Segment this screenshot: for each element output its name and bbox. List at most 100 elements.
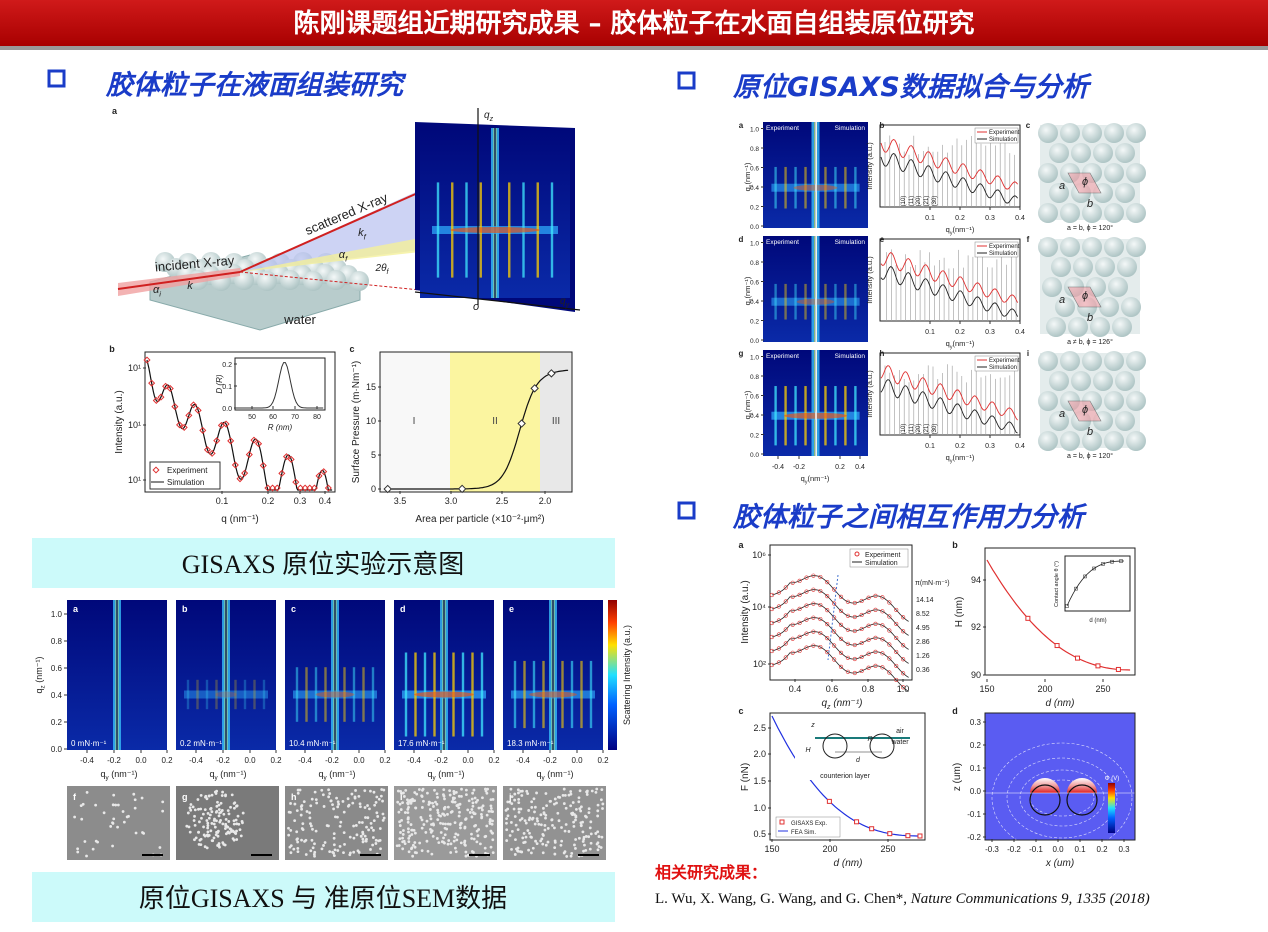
lattice-particle bbox=[1060, 203, 1080, 223]
sem-particle bbox=[296, 788, 300, 792]
lattice-particle bbox=[1073, 257, 1093, 277]
beamstop bbox=[494, 128, 496, 298]
experiment-marker bbox=[825, 579, 830, 585]
sem-particle bbox=[209, 829, 213, 833]
sem-particle bbox=[112, 817, 116, 821]
x-tick-label: 0.2 bbox=[488, 756, 500, 765]
sem-particle bbox=[578, 789, 582, 793]
label: 4.95 bbox=[916, 625, 930, 632]
sem-particle bbox=[435, 802, 439, 806]
experiment-marker bbox=[324, 484, 332, 492]
sem-particle bbox=[288, 845, 292, 849]
sem-particle bbox=[133, 798, 137, 802]
sem-particle bbox=[202, 825, 205, 829]
y-tick-label: 10² bbox=[753, 659, 766, 669]
sem-particle bbox=[140, 796, 144, 800]
sem-particle bbox=[335, 796, 338, 800]
sem-particle bbox=[323, 841, 327, 844]
sem-particle bbox=[361, 840, 365, 844]
plot-frame bbox=[234, 357, 326, 411]
sem-particle bbox=[463, 843, 467, 846]
sem-particle bbox=[446, 842, 450, 846]
label: F (nN) bbox=[740, 763, 751, 791]
particle bbox=[280, 270, 300, 290]
sem-particle bbox=[406, 802, 410, 806]
sem-particle bbox=[526, 792, 530, 796]
sem-particle bbox=[328, 792, 332, 795]
sem-particle bbox=[456, 833, 460, 837]
sem-particle bbox=[411, 843, 415, 847]
sem-particle bbox=[377, 839, 381, 843]
sem-particle bbox=[436, 796, 439, 799]
experiment-marker bbox=[292, 478, 300, 486]
sem-particle bbox=[401, 801, 404, 805]
sem-particle bbox=[516, 828, 520, 832]
data-marker bbox=[1095, 663, 1101, 669]
sem-particle bbox=[233, 806, 236, 810]
sem-particle bbox=[513, 853, 517, 856]
sem-particle bbox=[478, 842, 482, 846]
label: (21) bbox=[924, 424, 930, 435]
experiment-marker bbox=[900, 643, 906, 648]
sem-particle bbox=[506, 814, 510, 818]
lattice-particle bbox=[1099, 297, 1119, 317]
label: qz (nm⁻¹) bbox=[821, 698, 862, 711]
plot-frame bbox=[769, 544, 913, 681]
sem-particle bbox=[489, 809, 493, 813]
sem-particle bbox=[546, 840, 550, 844]
experiment-marker bbox=[894, 649, 899, 655]
sem-particle bbox=[585, 790, 589, 794]
sem-particle bbox=[201, 812, 205, 816]
lattice-particle bbox=[1042, 277, 1062, 297]
sem-particle bbox=[450, 800, 454, 803]
sem-particle bbox=[439, 814, 442, 818]
experiment-marker bbox=[301, 484, 309, 492]
sem-particle bbox=[431, 834, 435, 838]
experiment-marker bbox=[845, 655, 851, 660]
sem-particle bbox=[425, 819, 429, 823]
section-icon bbox=[47, 69, 66, 88]
sem-particle bbox=[336, 849, 340, 852]
sem-particle bbox=[429, 827, 432, 831]
sem-particle bbox=[578, 807, 582, 811]
experiment-marker bbox=[866, 609, 871, 614]
sem-particle bbox=[542, 806, 545, 810]
subscript: f bbox=[387, 269, 390, 276]
sem-particle bbox=[374, 838, 378, 842]
x-tick-label: 0.0 bbox=[135, 756, 147, 765]
bragg-rod bbox=[570, 660, 574, 729]
sem-particle bbox=[583, 843, 586, 847]
lattice-particle bbox=[1093, 143, 1113, 163]
experiment-marker bbox=[845, 627, 851, 632]
sem-particle bbox=[584, 848, 588, 852]
sem-particle bbox=[241, 811, 245, 815]
sem-particle bbox=[471, 801, 475, 805]
experiment-marker bbox=[790, 650, 795, 655]
sem-particle bbox=[574, 814, 578, 818]
sem-particle bbox=[569, 854, 573, 858]
sem-particle bbox=[328, 850, 332, 854]
sem-particle bbox=[528, 831, 531, 835]
simulation-curve bbox=[771, 589, 909, 636]
sem-particle bbox=[480, 808, 484, 812]
subscript: y bbox=[324, 775, 328, 782]
sem-particle bbox=[375, 811, 379, 815]
x-tick-label: 60 bbox=[269, 414, 277, 421]
sem-particle bbox=[431, 801, 434, 805]
sem-particle bbox=[372, 819, 376, 823]
bragg-rod bbox=[532, 660, 536, 729]
sem-particle bbox=[464, 854, 468, 858]
experiment-marker bbox=[866, 651, 871, 656]
x-tick-label: 2.0 bbox=[539, 496, 552, 506]
label: qy (nm⁻¹) bbox=[210, 769, 247, 782]
lattice-particle bbox=[1104, 123, 1124, 143]
sem-particle bbox=[189, 808, 193, 812]
label: Contact angle θ (°) bbox=[1054, 561, 1060, 607]
label: Experiment bbox=[766, 353, 799, 360]
sem-particle bbox=[480, 806, 483, 810]
sem-particle bbox=[472, 837, 476, 841]
label: αi bbox=[153, 284, 161, 298]
sem-particle bbox=[510, 829, 514, 833]
sem-particle bbox=[529, 835, 533, 839]
x-tick-label: 0.2 bbox=[1096, 845, 1108, 854]
